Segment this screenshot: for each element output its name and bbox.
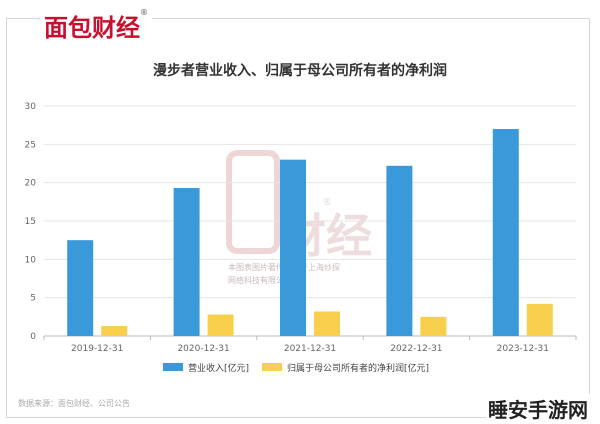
brand-logo-text: 面包财经 [44, 13, 140, 42]
y-tick-label: 5 [30, 294, 36, 304]
registered-mark: ® [140, 8, 148, 17]
chart-title: 漫步者营业收入、归属于母公司所有者的净利润 [153, 63, 447, 79]
profit-bar [526, 303, 553, 336]
x-tick-label: 2019-12-31 [71, 344, 123, 354]
legend-revenue-swatch [163, 363, 183, 371]
y-tick-label: 0 [30, 332, 36, 342]
profit-bar [314, 311, 340, 336]
x-axis: 2019-12-31 2020-12-31 2021-12-31 2022-12-31… [43, 336, 577, 354]
data-source: 数据来源：面包财经、公司公告 [18, 399, 130, 408]
profit-bar [207, 314, 234, 336]
legend-revenue-label: 营业收入[亿元] [188, 362, 249, 374]
legend-profit-label: 归属于母公司所有者的净利润[亿元] [287, 362, 429, 374]
watermark-line-2: 网络科技有限公司 [228, 275, 292, 285]
bars [67, 129, 553, 336]
x-tick-label: 2023-12-31 [497, 344, 549, 354]
watermark-logo-box [226, 150, 280, 254]
revenue-bar [280, 159, 306, 336]
revenue-bar [173, 188, 200, 336]
y-tick-label: 15 [25, 217, 36, 227]
x-tick-label: 2020-12-31 [177, 344, 229, 354]
y-tick-label: 20 [25, 179, 37, 189]
profit-bar [101, 326, 128, 336]
y-tick-label: 10 [25, 255, 37, 265]
revenue-bar [386, 165, 413, 336]
y-axis: 0 5 10 15 20 25 30 [25, 102, 37, 342]
gridlines [44, 105, 576, 337]
x-tick-label: 2021-12-31 [284, 344, 336, 354]
y-tick-label: 25 [25, 140, 36, 150]
watermark-registered: ® [322, 197, 332, 208]
legend-profit-swatch [262, 363, 282, 371]
legend: 营业收入[亿元] 归属于母公司所有者的净利润[亿元] [163, 362, 429, 374]
x-tick-label: 2022-12-31 [390, 344, 442, 354]
revenue-bar [492, 129, 519, 336]
profit-bar [420, 316, 447, 336]
revenue-bar [67, 240, 94, 336]
brand-logo: 面包财经 ® [40, 8, 152, 42]
corner-watermark: 睡安手游网 [486, 394, 590, 423]
y-tick-label: 30 [25, 102, 37, 112]
